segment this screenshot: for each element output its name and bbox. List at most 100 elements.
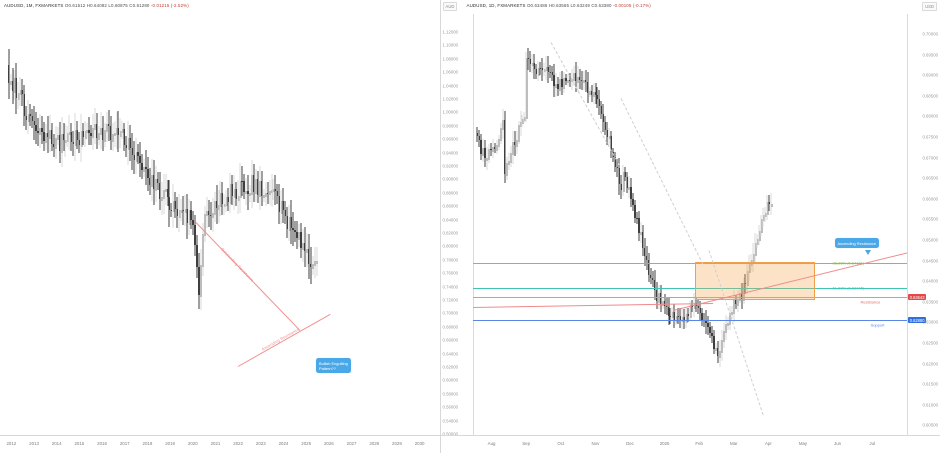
candle — [492, 139, 495, 159]
candle — [180, 198, 183, 222]
y-tick-label-right: 0.66500 — [922, 175, 938, 181]
candle — [618, 157, 620, 196]
guide-line-2[interactable] — [620, 98, 703, 265]
ascending-resistance-callout[interactable]: Ascending Resistance — [834, 238, 880, 249]
candle-body — [671, 311, 674, 319]
candle-body — [484, 147, 486, 159]
candle — [490, 143, 492, 156]
candle — [164, 174, 167, 206]
level-line-support[interactable] — [472, 320, 908, 321]
candle-body — [257, 179, 259, 195]
candle — [581, 70, 583, 91]
y-tick-label-left: 1.00000 — [442, 109, 459, 115]
horizontal-resistance-line[interactable] — [472, 303, 713, 308]
candle-body — [565, 78, 567, 81]
level-line-fib-382[interactable] — [472, 263, 908, 264]
candle — [654, 269, 656, 301]
y-tick-label-left: 0.56000 — [442, 404, 459, 410]
candle-body — [551, 71, 553, 75]
candle — [707, 316, 709, 335]
y-tick-label-right: 0.65000 — [922, 237, 938, 243]
candle-body — [316, 261, 319, 265]
candle-body — [573, 73, 576, 81]
candle — [292, 211, 294, 247]
candle — [543, 63, 546, 76]
candle-body — [634, 205, 636, 218]
descending-resistance-label: Descending Resistance — [220, 246, 256, 283]
callout-tail — [864, 250, 871, 255]
level-line-resistance[interactable] — [472, 297, 908, 298]
candle — [215, 184, 218, 225]
x-axis-monthly[interactable]: 2012 2013 2014 2015 2016 2017 2018 2019 2020 2021… — [0, 435, 440, 453]
candle-body — [575, 73, 577, 82]
candle-body — [504, 119, 506, 175]
candle-body — [746, 271, 749, 287]
candle-body — [43, 131, 45, 141]
candle-body — [278, 196, 280, 212]
bullish-engulfing-callout[interactable]: Bullish Engulfing Pattern?? — [316, 358, 351, 374]
candle — [110, 116, 112, 150]
candle-body — [679, 316, 681, 320]
candle — [214, 192, 216, 222]
candle-body — [86, 129, 89, 134]
y-axis-right-daily[interactable]: 0.70000 0.69500 0.69000 0.68500 0.68000 0.675… — [907, 14, 940, 436]
candle — [135, 137, 138, 175]
candle-body — [163, 190, 165, 200]
candle — [29, 104, 31, 126]
candle-body — [33, 120, 35, 125]
x-axis-daily[interactable]: Aug Sep Oct Nov Dec 2025 Feb Mar Apr May Jun Jul — [440, 435, 940, 453]
y-tick-label-left: 1.02000 — [442, 96, 459, 102]
candle — [628, 176, 631, 199]
candle — [675, 311, 678, 326]
y-tick-label-left: 1.10000 — [442, 42, 459, 48]
candle-body — [308, 249, 310, 264]
candle — [37, 117, 39, 147]
candle-body — [108, 124, 110, 127]
candle-body — [290, 216, 292, 228]
candle — [768, 195, 770, 212]
candle — [263, 188, 266, 203]
candle-body — [204, 213, 207, 237]
candle — [612, 148, 614, 162]
candle — [21, 78, 23, 107]
candle — [168, 179, 171, 227]
candle-body — [555, 84, 558, 89]
candle-body — [545, 67, 548, 72]
candle — [312, 256, 315, 276]
y-axis-left-daily[interactable]: 1.12000 1.10000 1.08000 1.06000 1.04000 1.020… — [441, 14, 474, 437]
price-plot-daily[interactable]: 38.20% (0.64171) 61.80% (0.63745) Resistan… — [472, 14, 908, 436]
guide-line-1[interactable] — [550, 42, 619, 165]
candle-body — [29, 114, 31, 116]
candle — [147, 156, 149, 191]
candle-body — [589, 91, 591, 95]
candle — [139, 142, 141, 177]
candle — [478, 129, 480, 147]
candle-body — [711, 333, 713, 336]
price-plot-monthly[interactable]: Descending Resistance Ascending Resistanc… — [0, 14, 440, 436]
level-line-fib-618[interactable] — [472, 288, 908, 289]
y-tick-label-right: 0.69500 — [922, 52, 938, 58]
candle — [266, 182, 269, 205]
candle-body — [72, 142, 74, 145]
fib-retracement-zone[interactable] — [694, 262, 815, 300]
candle-body — [742, 282, 745, 301]
candle — [49, 114, 52, 152]
candle-body — [64, 140, 67, 144]
candle — [508, 152, 511, 171]
candle — [711, 326, 713, 343]
y-tick-label-right: 0.60500 — [922, 422, 938, 428]
candle-body — [35, 124, 37, 131]
candle-body — [527, 58, 529, 60]
candle-body — [217, 204, 220, 211]
candle — [699, 301, 701, 321]
candle-body — [744, 282, 747, 285]
candle — [43, 121, 45, 151]
candle-body — [227, 197, 229, 202]
candle-body — [117, 128, 120, 135]
candle — [731, 305, 734, 319]
candle-body — [482, 147, 485, 156]
candle — [527, 47, 529, 70]
candle — [78, 131, 80, 154]
y-tick-label-left: 0.92000 — [442, 163, 459, 169]
candle — [261, 170, 263, 207]
